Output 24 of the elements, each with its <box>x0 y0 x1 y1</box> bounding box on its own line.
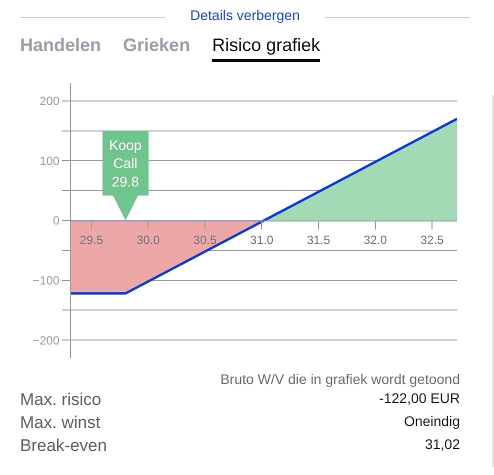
x-tick-label: 31.0 <box>250 232 274 247</box>
text: Max. risico <box>20 390 102 411</box>
text: Risico grafiek <box>212 35 320 62</box>
x-tick-label: 32.5 <box>420 232 444 247</box>
annotation: Koop Call 29.8 <box>109 137 142 190</box>
y-tick-label: 100 <box>40 154 60 168</box>
text: 31,02 <box>424 436 460 454</box>
y-tick-label: 200 <box>40 94 60 108</box>
y-tick-label: −100 <box>32 273 60 288</box>
text: -122,00 EUR <box>379 390 460 408</box>
text: Grieken <box>123 35 190 57</box>
text: Max. winst <box>20 413 100 434</box>
y-tick-label: 0 <box>52 214 60 228</box>
x-tick-label: 29.5 <box>80 232 104 247</box>
x-tick-label: 31.5 <box>306 232 330 247</box>
x-tick-label: 32.0 <box>364 232 388 247</box>
text: Handelen <box>20 35 102 57</box>
text: Break-even <box>20 436 107 457</box>
text: Oneindig <box>404 413 460 431</box>
text: Bruto W/V die in grafiek wordt getoond <box>220 371 460 387</box>
y-tick-label: −200 <box>32 333 60 348</box>
text: Details verbergen <box>20 7 470 23</box>
x-tick-label: 30.0 <box>136 232 160 247</box>
x-tick-label: 30.5 <box>193 232 217 247</box>
